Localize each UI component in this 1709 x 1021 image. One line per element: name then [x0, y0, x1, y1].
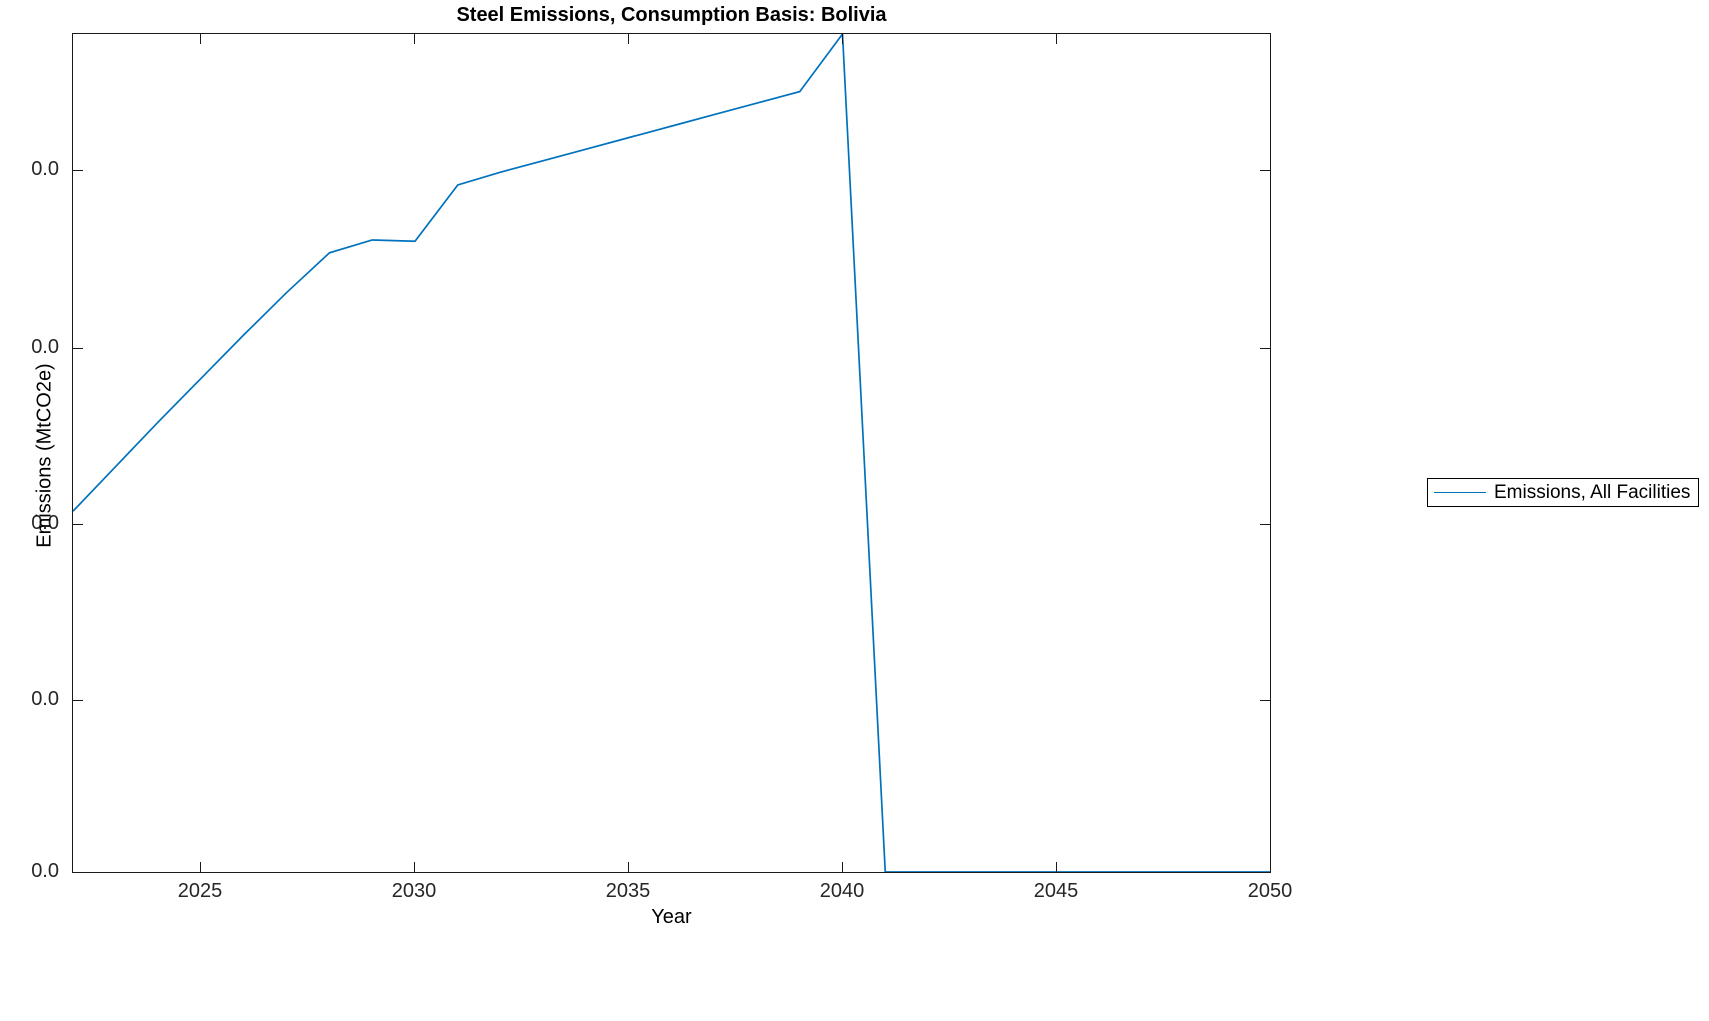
page-title: Steel Emissions, Consumption Basis: Boli…: [456, 4, 887, 26]
xtick-mark-2050: [1270, 862, 1271, 873]
xtick-label-2045: 2045: [1033, 880, 1079, 902]
xtick-label-2025: 2025: [177, 880, 223, 902]
xtick-mark-2045: [1056, 862, 1057, 873]
ytick-label-3: 0.0: [31, 512, 59, 534]
xtick-label-2035: 2035: [605, 880, 651, 902]
ytick-mark-4: [72, 348, 83, 349]
ytick-mark-right-3: [1260, 524, 1271, 525]
ytick-mark-1: [72, 872, 83, 873]
xtick-mark-2025: [200, 862, 201, 873]
ytick-label-5: 0.0: [31, 158, 59, 180]
ytick-mark-right-5: [1260, 170, 1271, 171]
ytick-mark-5: [72, 170, 83, 171]
ytick-mark-3: [72, 524, 83, 525]
legend-line-swatch: [1434, 492, 1486, 493]
xtick-label-2050: 2050: [1247, 880, 1293, 902]
ytick-label-1: 0.0: [31, 860, 59, 882]
xtick-mark-top-2030: [414, 33, 415, 44]
data-line-svg: [73, 34, 1270, 872]
xtick-label-2040: 2040: [819, 880, 865, 902]
legend-box: Emissions, All Facilities: [1427, 478, 1700, 507]
ytick-label-2: 0.0: [31, 688, 59, 710]
xtick-mark-top-2035: [628, 33, 629, 44]
y-axis-label: Emissions (MtCO2e): [33, 363, 56, 548]
legend-item-label: Emissions, All Facilities: [1494, 482, 1691, 503]
x-axis-label: Year: [651, 906, 692, 928]
xtick-mark-2040: [842, 862, 843, 873]
xtick-mark-2035: [628, 862, 629, 873]
ytick-mark-right-4: [1260, 348, 1271, 349]
xtick-label-2030: 2030: [391, 880, 437, 902]
xtick-mark-top-2045: [1056, 33, 1057, 44]
ytick-label-4: 0.0: [31, 336, 59, 358]
xtick-mark-2030: [414, 862, 415, 873]
ytick-mark-2: [72, 700, 83, 701]
xtick-mark-top-2040: [842, 33, 843, 44]
ytick-mark-right-2: [1260, 700, 1271, 701]
plot-area: [72, 33, 1271, 873]
series-line-emissions-all-facilities: [73, 34, 1270, 872]
xtick-mark-top-2025: [200, 33, 201, 44]
